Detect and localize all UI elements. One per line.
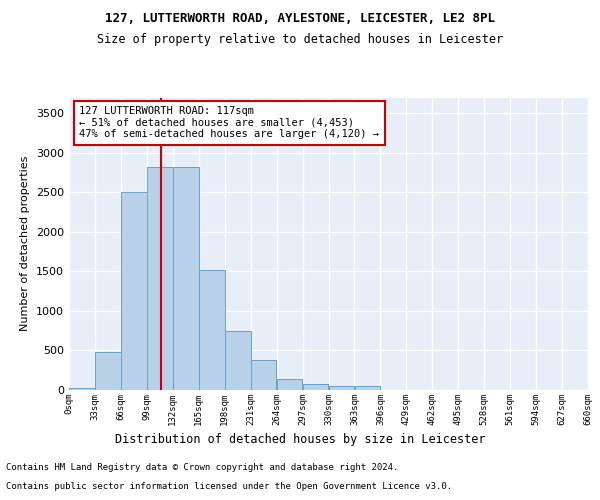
Bar: [147, 167, 173, 390]
Y-axis label: Number of detached properties: Number of detached properties: [20, 156, 31, 332]
Bar: [251, 360, 277, 390]
Text: Contains public sector information licensed under the Open Government Licence v3: Contains public sector information licen…: [6, 482, 452, 491]
Bar: [225, 330, 251, 390]
Bar: [251, 360, 277, 390]
Bar: [277, 380, 302, 390]
Bar: [355, 386, 380, 390]
Text: Size of property relative to detached houses in Leicester: Size of property relative to detached ho…: [97, 32, 503, 46]
Bar: [329, 386, 355, 390]
Bar: [121, 192, 147, 390]
Text: Distribution of detached houses by size in Leicester: Distribution of detached houses by size …: [115, 432, 485, 446]
Bar: [69, 388, 95, 390]
Text: 127, LUTTERWORTH ROAD, AYLESTONE, LEICESTER, LE2 8PL: 127, LUTTERWORTH ROAD, AYLESTONE, LEICES…: [105, 12, 495, 26]
Bar: [199, 270, 224, 390]
Bar: [302, 384, 328, 390]
Bar: [302, 384, 328, 390]
Bar: [173, 167, 199, 390]
Bar: [95, 352, 121, 390]
Bar: [199, 270, 224, 390]
Bar: [95, 352, 121, 390]
Text: 127 LUTTERWORTH ROAD: 117sqm
← 51% of detached houses are smaller (4,453)
47% of: 127 LUTTERWORTH ROAD: 117sqm ← 51% of de…: [79, 106, 379, 140]
Text: Contains HM Land Registry data © Crown copyright and database right 2024.: Contains HM Land Registry data © Crown c…: [6, 464, 398, 472]
Bar: [225, 330, 251, 390]
Bar: [69, 388, 95, 390]
Bar: [173, 167, 199, 390]
Bar: [147, 167, 173, 390]
Bar: [121, 192, 147, 390]
Bar: [277, 380, 302, 390]
Bar: [355, 386, 380, 390]
Bar: [329, 386, 355, 390]
